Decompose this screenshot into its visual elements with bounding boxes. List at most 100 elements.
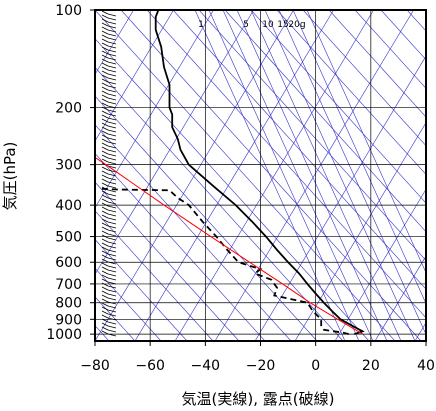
wind-barb-icon xyxy=(101,254,109,259)
wind-barb-icon xyxy=(107,125,117,129)
wind-barb-icon xyxy=(101,154,109,159)
wind-barb-icon xyxy=(107,33,117,37)
wind-barb-icon xyxy=(107,333,117,337)
wind-barb-icon xyxy=(107,73,117,77)
wind-barb-icon xyxy=(107,305,117,309)
wind-barb-icon xyxy=(101,174,109,179)
moist-adiabat-line xyxy=(95,10,174,142)
wind-barb-icon xyxy=(107,81,117,85)
mixing-ratio-line xyxy=(236,10,388,341)
wind-barb-icon xyxy=(107,257,117,261)
wind-barb-icon xyxy=(101,30,109,35)
mixing-ratio-label: 5 xyxy=(243,20,249,30)
dry-adiabat-line xyxy=(95,38,370,341)
wind-barb-icon xyxy=(101,294,109,299)
wind-barb-icon xyxy=(101,258,109,263)
wind-barb-icon xyxy=(107,233,117,237)
wind-barb-icon xyxy=(101,90,109,95)
moist-adiabat-line xyxy=(254,55,426,341)
wind-barb-icon xyxy=(107,25,117,29)
wind-barb-icon xyxy=(101,310,109,315)
wind-barb-icon xyxy=(107,209,117,213)
wind-barb-icon xyxy=(107,201,117,205)
wind-barb-icon xyxy=(107,273,117,277)
wind-barb-icon xyxy=(107,329,117,333)
wind-barb-icon xyxy=(101,78,109,83)
wind-barb-icon xyxy=(101,210,109,215)
y-tick-label: 100 xyxy=(55,3,82,19)
wind-barb-icon xyxy=(101,142,109,147)
wind-barb-icon xyxy=(107,245,117,249)
dry-adiabat-line xyxy=(276,10,426,175)
wind-barb-icon xyxy=(107,161,117,165)
wind-barb-icon xyxy=(107,261,117,265)
wind-barb-icon xyxy=(107,13,117,17)
dry-adiabat-line xyxy=(95,124,292,341)
y-tick-label: 300 xyxy=(55,158,82,174)
wind-barb-icon xyxy=(107,221,117,225)
moist-adiabat-line xyxy=(214,10,414,341)
wind-barb-icon xyxy=(107,197,117,201)
x-axis: −80 −60 −40 −20 0 20 40 xyxy=(80,341,435,374)
wind-barb-icon xyxy=(101,62,109,67)
wind-barb-icon xyxy=(101,182,109,187)
wind-barb-icon xyxy=(107,117,117,121)
mixing-ratio-labels: 1 5 10 15 20g xyxy=(198,20,305,30)
wind-barb-icon xyxy=(101,190,109,195)
wind-barb-icon xyxy=(107,185,117,189)
dry-adiabat-line xyxy=(95,181,240,341)
wind-barb-icon xyxy=(101,290,109,295)
wind-barb-icon xyxy=(101,114,109,119)
wind-barb-icon xyxy=(107,105,117,109)
wind-barb-icon xyxy=(101,194,109,199)
wind-barb-icon xyxy=(107,217,117,221)
wind-barb-icon xyxy=(107,237,117,241)
wind-barb-icon xyxy=(101,50,109,55)
wind-barb-icon xyxy=(101,94,109,99)
wind-barb-icon xyxy=(107,181,117,185)
wind-barb-icon xyxy=(107,293,117,297)
wind-barb-icon xyxy=(101,230,109,235)
wind-barb-icon xyxy=(101,234,109,239)
dry-adiabat-line xyxy=(95,95,318,341)
wind-barb-icon xyxy=(101,82,109,87)
wind-barb-icon xyxy=(107,77,117,81)
wind-barb-icon xyxy=(107,37,117,41)
wind-barb-icon xyxy=(101,262,109,267)
dry-adiabat-line xyxy=(172,10,426,290)
wind-barb-icon xyxy=(101,270,109,275)
wind-barb-icon xyxy=(107,277,117,281)
wind-barb-icon xyxy=(101,318,109,323)
wind-barb-icon xyxy=(101,202,109,207)
wind-barb-icon xyxy=(101,226,109,231)
y-tick-label: 900 xyxy=(55,312,82,328)
wind-barb-icon xyxy=(107,265,117,269)
wind-barb-icon xyxy=(101,314,109,319)
wind-barb-icon xyxy=(101,282,109,287)
wind-barb-icon xyxy=(101,298,109,303)
wind-barb-icon xyxy=(107,253,117,257)
wind-barb-icon xyxy=(101,214,109,219)
wind-barb-icon xyxy=(101,26,109,31)
wind-barb-icon xyxy=(101,198,109,203)
x-axis-title: 気温(実線), 露点(破線) xyxy=(182,390,335,408)
wind-barb-icon xyxy=(101,38,109,43)
moist-adiabat-line xyxy=(95,10,254,275)
wind-barb-icon xyxy=(107,21,117,25)
wind-barb-icon xyxy=(107,189,117,193)
wind-barb-icon xyxy=(107,53,117,57)
wind-barb-icon xyxy=(107,309,117,313)
moist-adiabat-line xyxy=(374,255,426,341)
y-axis-title: 気圧(hPa) xyxy=(1,142,19,211)
dry-adiabat-line xyxy=(198,10,426,261)
wind-barb-icon xyxy=(107,29,117,33)
mixing-ratio-line xyxy=(222,10,374,341)
wind-barb-icon xyxy=(101,14,109,19)
wind-barb-icon xyxy=(101,330,109,335)
wind-barb-icon xyxy=(101,158,109,163)
y-tick-label: 500 xyxy=(55,230,82,246)
wind-barb-icon xyxy=(107,141,117,145)
wind-barb-icon xyxy=(101,66,109,71)
dry-adiabat-line xyxy=(95,66,344,341)
